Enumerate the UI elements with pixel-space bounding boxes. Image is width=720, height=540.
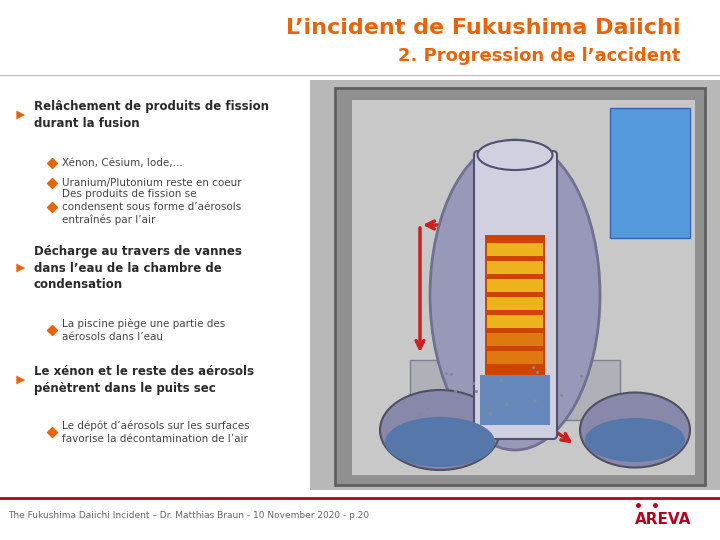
Text: Uranium/Plutonium reste en coeur: Uranium/Plutonium reste en coeur: [62, 178, 242, 188]
Bar: [487, 351, 543, 364]
Ellipse shape: [585, 418, 685, 462]
Bar: [487, 297, 543, 310]
Bar: [335, 88, 705, 485]
Bar: [487, 279, 543, 292]
Bar: [487, 333, 543, 346]
Bar: [352, 100, 695, 475]
Text: Des produits de fission se
condensent sous forme d’aérosols
entraînés par l’air: Des produits de fission se condensent so…: [62, 189, 241, 225]
Text: La piscine piège une partie des
aérosols dans l’eau: La piscine piège une partie des aérosols…: [62, 319, 225, 342]
Bar: [480, 375, 550, 425]
Bar: [410, 360, 620, 420]
Text: AREVA: AREVA: [635, 512, 691, 528]
Bar: [310, 80, 720, 490]
Text: Décharge au travers de vannes
dans l’eau de la chambre de
condensation: Décharge au travers de vannes dans l’eau…: [34, 245, 242, 292]
Bar: [487, 315, 543, 328]
Ellipse shape: [385, 417, 495, 467]
Bar: [485, 235, 545, 375]
Text: Le dépôt d’aérosols sur les surfaces
favorise la décontamination de l’air: Le dépôt d’aérosols sur les surfaces fav…: [62, 420, 250, 444]
Text: Le xénon et le reste des aérosols
pénètrent dans le puits sec: Le xénon et le reste des aérosols pénètr…: [34, 365, 254, 395]
Ellipse shape: [380, 390, 500, 470]
Bar: [487, 261, 543, 274]
Ellipse shape: [477, 140, 552, 170]
Bar: [487, 243, 543, 256]
Bar: [610, 108, 690, 238]
Text: Xénon, Césium, Iode,...: Xénon, Césium, Iode,...: [62, 158, 183, 168]
Ellipse shape: [430, 140, 600, 450]
Text: Relâchement de produits de fission
durant la fusion: Relâchement de produits de fission duran…: [34, 100, 269, 130]
Text: 2. Progression de l’accident: 2. Progression de l’accident: [397, 47, 680, 65]
FancyBboxPatch shape: [474, 151, 557, 439]
Text: The Fukushima Daiichi Incident – Dr. Matthias Braun - 10 November 2020 - p.20: The Fukushima Daiichi Incident – Dr. Mat…: [8, 511, 369, 521]
Ellipse shape: [580, 393, 690, 468]
Text: L’incident de Fukushima Daiichi: L’incident de Fukushima Daiichi: [286, 18, 680, 38]
